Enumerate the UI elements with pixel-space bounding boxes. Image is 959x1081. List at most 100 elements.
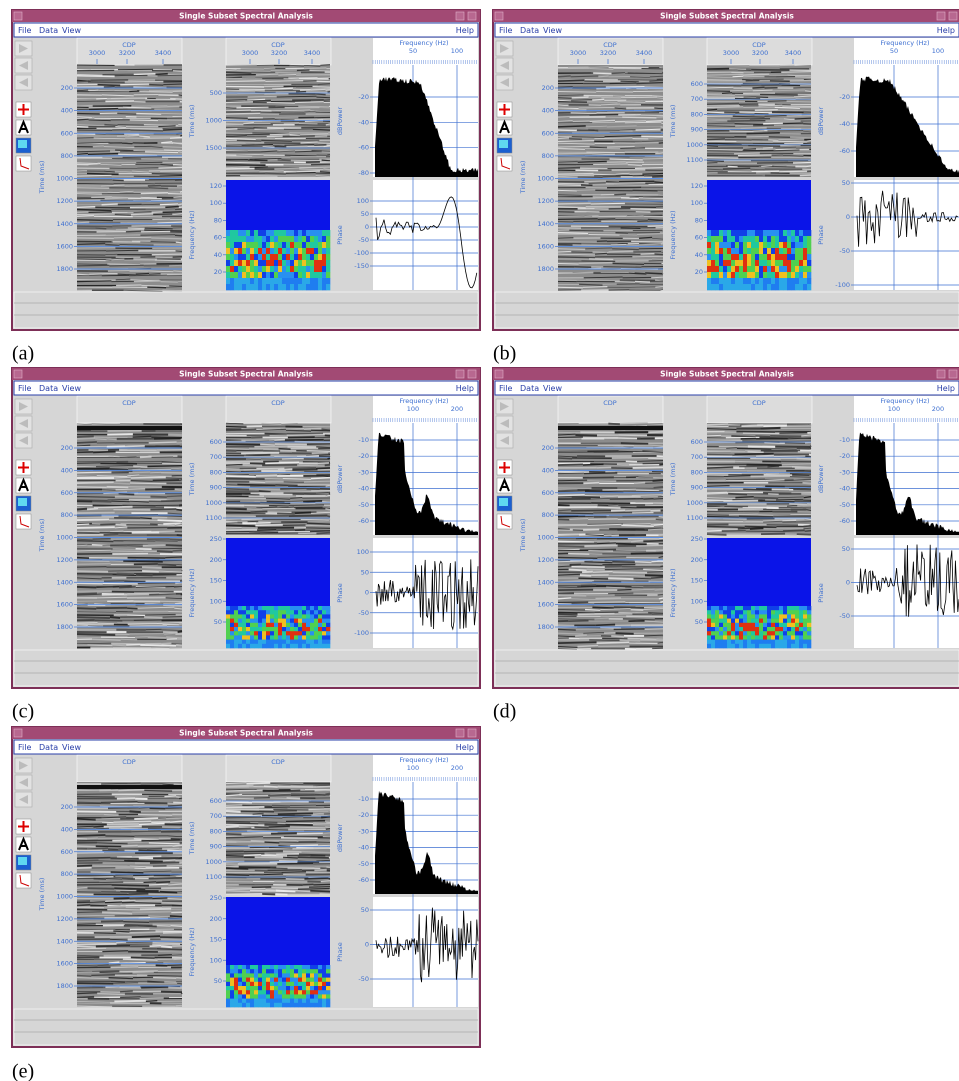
spectrogram-cell xyxy=(707,635,711,640)
reflector xyxy=(93,826,103,827)
minimize-button[interactable] xyxy=(456,729,464,737)
y-tick-label: -100 xyxy=(354,249,369,257)
reflector xyxy=(170,539,182,540)
x-tick-label: 3400 xyxy=(636,49,653,57)
menu-file[interactable]: File xyxy=(18,384,31,393)
spectrogram-cell xyxy=(250,272,254,278)
spectrogram-cell xyxy=(755,627,759,632)
spectrogram-cell xyxy=(258,278,262,284)
menu-help[interactable]: Help xyxy=(456,26,474,35)
spectrogram-cell xyxy=(775,230,779,236)
reflector xyxy=(77,517,114,518)
reflector xyxy=(114,888,145,889)
y-axis-label: Frequency (Hz) xyxy=(188,568,196,617)
spectrogram-cell xyxy=(743,631,747,636)
minimize-button[interactable] xyxy=(937,12,945,20)
menu-file[interactable]: File xyxy=(18,26,31,35)
maximize-button[interactable] xyxy=(468,370,476,378)
reflector xyxy=(226,171,259,172)
menu-file[interactable]: File xyxy=(499,26,512,35)
reflector xyxy=(594,541,609,542)
reflector xyxy=(736,432,775,433)
reflector xyxy=(95,439,106,440)
menu-help[interactable]: Help xyxy=(456,743,474,752)
spectrogram-cell xyxy=(262,631,266,636)
spectrogram-cell xyxy=(759,644,763,649)
reflector xyxy=(250,511,267,512)
maximize-button[interactable] xyxy=(468,729,476,737)
menu-file[interactable]: File xyxy=(18,743,31,752)
reflector xyxy=(707,493,728,494)
y-tick-label: 150 xyxy=(691,577,703,585)
reflector xyxy=(807,171,811,172)
minimize-button[interactable] xyxy=(456,12,464,20)
menu-data[interactable]: Data xyxy=(39,384,58,393)
window-menu-button[interactable] xyxy=(14,729,22,737)
menu-help[interactable]: Help xyxy=(456,384,474,393)
y-tick-label: 1200 xyxy=(537,197,554,205)
reflector xyxy=(112,840,141,841)
menu-view[interactable]: View xyxy=(62,743,81,752)
reflector xyxy=(271,70,297,71)
reflector xyxy=(149,878,182,879)
menu-data[interactable]: Data xyxy=(39,743,58,752)
reflector xyxy=(77,558,89,559)
spectrogram-cell xyxy=(238,631,242,636)
reflector xyxy=(155,260,182,261)
spectrogram-cell xyxy=(238,230,242,236)
spectrogram-cell xyxy=(715,236,719,242)
spectrogram-cell xyxy=(783,248,787,254)
menu-view[interactable]: View xyxy=(62,26,81,35)
minimize-button[interactable] xyxy=(937,370,945,378)
spectrogram-cell xyxy=(310,623,314,628)
maximize-button[interactable] xyxy=(468,12,476,20)
window-menu-button[interactable] xyxy=(495,12,503,20)
spectrogram-cell xyxy=(234,236,238,242)
spectrogram-cell xyxy=(743,278,747,284)
maximize-button[interactable] xyxy=(949,370,957,378)
spectrogram-cell xyxy=(310,606,314,611)
spectrogram-cell xyxy=(234,242,238,248)
spectrogram-cell xyxy=(775,610,779,615)
reflector xyxy=(802,483,811,484)
spectrogram-cell xyxy=(747,278,751,284)
caption: (c) xyxy=(12,701,34,723)
window-title: Single Subset Spectral Analysis xyxy=(179,12,313,21)
window-menu-button[interactable] xyxy=(495,370,503,378)
spectrogram-cell xyxy=(302,640,306,645)
reflector xyxy=(77,200,100,201)
menu-data[interactable]: Data xyxy=(39,26,58,35)
maximize-button[interactable] xyxy=(949,12,957,20)
spectrogram-cell xyxy=(711,631,715,636)
menu-view[interactable]: View xyxy=(543,26,562,35)
reflector xyxy=(77,265,109,266)
spectrogram-cell xyxy=(771,623,775,628)
menu-view[interactable]: View xyxy=(543,384,562,393)
y-tick-label: 1800 xyxy=(537,265,554,273)
spectrogram-cell xyxy=(238,260,242,266)
spectrogram-cell xyxy=(314,614,318,619)
menu-file[interactable]: File xyxy=(499,384,512,393)
menu-data[interactable]: Data xyxy=(520,26,539,35)
spectrogram-cell xyxy=(719,623,723,628)
minimize-button[interactable] xyxy=(456,370,464,378)
status-area xyxy=(14,292,478,328)
window-menu-button[interactable] xyxy=(14,12,22,20)
spectrogram-cell xyxy=(250,627,254,632)
reflector xyxy=(139,91,172,92)
spectrogram-cell xyxy=(298,230,302,236)
spectrogram-cell xyxy=(278,610,282,615)
menu-help[interactable]: Help xyxy=(937,26,955,35)
spectrogram-cell xyxy=(759,640,763,645)
menu-data[interactable]: Data xyxy=(520,384,539,393)
spectrogram-cell xyxy=(763,614,767,619)
window-menu-button[interactable] xyxy=(14,370,22,378)
menu-view[interactable]: View xyxy=(62,384,81,393)
reflector xyxy=(165,206,178,207)
spectrogram-cell xyxy=(278,619,282,624)
spectrogram-cell xyxy=(314,606,318,611)
spectrogram-cell xyxy=(286,619,290,624)
spectrogram-cell xyxy=(783,284,787,290)
spectrogram-cell xyxy=(707,230,711,236)
menu-help[interactable]: Help xyxy=(937,384,955,393)
